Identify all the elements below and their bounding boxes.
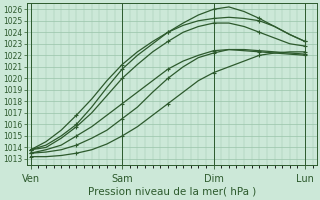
X-axis label: Pression niveau de la mer( hPa ): Pression niveau de la mer( hPa ): [88, 187, 256, 197]
